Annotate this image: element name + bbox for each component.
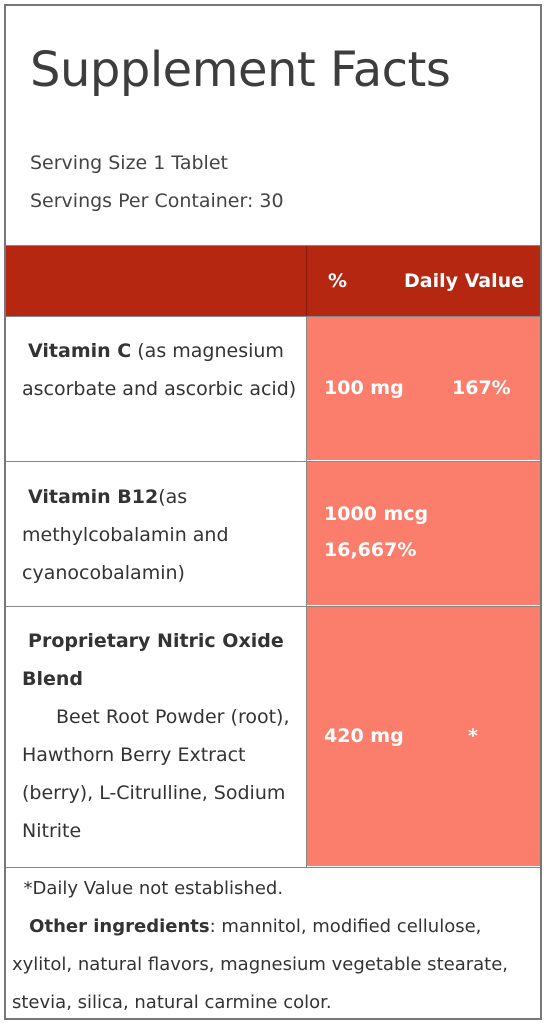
- page-title: Supplement Facts: [30, 42, 451, 98]
- column-divider: [306, 317, 307, 867]
- nutrient-detail: Beet Root Powder (root), Hawthorn Berry …: [22, 706, 290, 842]
- nutrient-daily-value: *: [468, 725, 478, 747]
- nutrient-name: Vitamin B12: [28, 486, 159, 508]
- table-header: [6, 246, 540, 316]
- nutrient-amount: 420 mg: [324, 725, 404, 747]
- supplement-facts-panel: Supplement Facts Serving Size 1 Tablet S…: [4, 4, 542, 1020]
- table-row: Vitamin C (as magnesium ascorbate and as…: [22, 332, 297, 408]
- value-cell: [307, 462, 540, 605]
- nutrient-detail: (as methylcobalamin and cyanocobalamin): [22, 486, 229, 584]
- servings-per-container: Servings Per Container: 30: [30, 190, 284, 212]
- other-ingredients: Other ingredients: mannitol, modified ce…: [12, 908, 532, 1022]
- divider: [6, 245, 540, 246]
- value-cell: [307, 317, 540, 460]
- header-divider: [306, 246, 307, 316]
- header-daily-value: Daily Value: [404, 270, 525, 292]
- nutrient-name: Vitamin C: [28, 340, 132, 362]
- nutrient-daily-value: 16,667%: [324, 539, 417, 561]
- nutrient-name: Proprietary Nitric Oxide Blend: [22, 630, 284, 690]
- nutrient-daily-value: 167%: [452, 377, 511, 399]
- nutrient-amount: 1000 mcg: [324, 503, 429, 525]
- nutrient-amount: 100 mg: [324, 377, 404, 399]
- divider: [6, 316, 540, 317]
- table-row: Vitamin B12(as methylcobalamin and cyano…: [22, 478, 297, 592]
- footnote: *Daily Value not established.: [12, 870, 532, 908]
- divider: [6, 461, 540, 462]
- divider: [6, 867, 540, 868]
- nutrient-detail: (as magnesium ascorbate and ascorbic aci…: [22, 340, 297, 400]
- value-cell: [307, 607, 540, 866]
- serving-size: Serving Size 1 Tablet: [30, 152, 228, 174]
- divider: [6, 606, 540, 607]
- other-ingredients-text: : mannitol, modified cellulose, xylitol,…: [12, 916, 509, 1013]
- header-percent: %: [328, 270, 348, 292]
- footnote-text: *Daily Value not established.: [23, 878, 284, 899]
- table-row: Proprietary Nitric Oxide Blend Beet Root…: [22, 622, 297, 850]
- other-ingredients-label: Other ingredients: [29, 916, 210, 937]
